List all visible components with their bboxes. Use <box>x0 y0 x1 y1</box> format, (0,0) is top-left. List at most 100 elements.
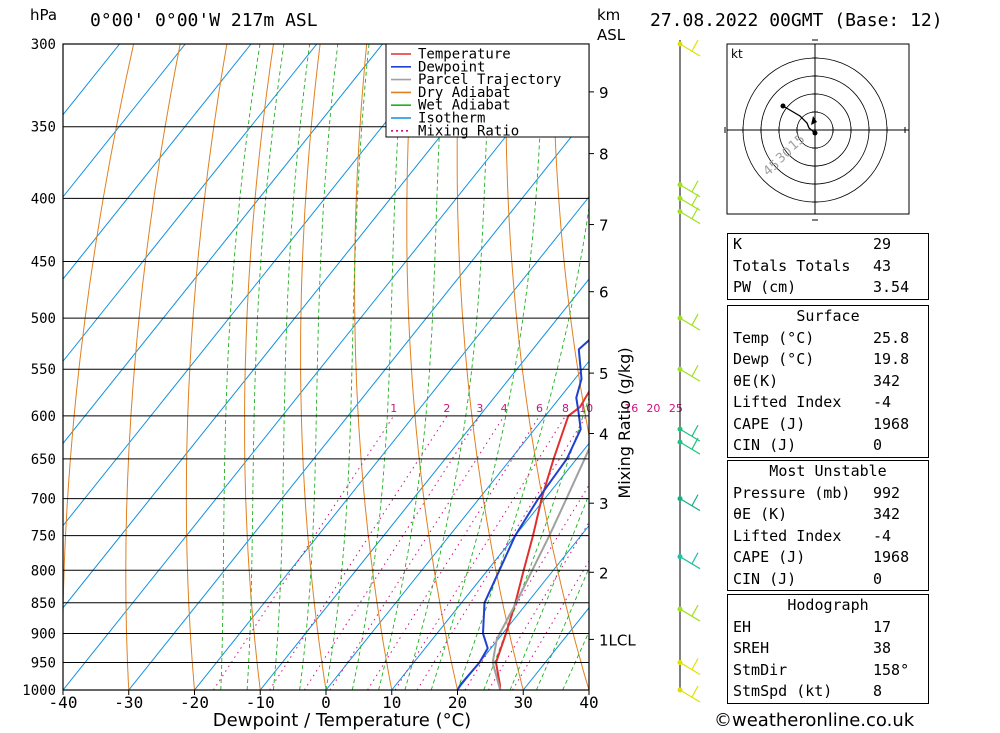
copyright-link[interactable]: ©weatheronline.co.uk <box>714 710 915 731</box>
mu-cin-value: 0 <box>873 569 883 588</box>
wind-barb <box>679 317 701 331</box>
height-tick-label: 8 <box>599 146 609 164</box>
pressure-tick-label: 400 <box>31 191 56 207</box>
stmdir-value: 158° <box>873 660 910 679</box>
height-tick-label: 2 <box>599 564 609 582</box>
mixing-ratio-tick-label: 4 <box>501 402 508 415</box>
surface-theta-value: 342 <box>873 371 901 390</box>
surface-cape-label: CAPE (J) <box>733 414 806 433</box>
totals-value: 43 <box>873 256 892 275</box>
wet-adiabat-line <box>272 44 311 690</box>
hodograph-frame <box>726 43 910 215</box>
legend-entry: Dewpoint <box>418 59 485 75</box>
wet-adiabat-line <box>404 44 492 690</box>
surface-table: Surface Temp (°C) 25.8 Dewp (°C) 19.8 θE(K… <box>727 305 929 458</box>
mu-title: Most Unstable <box>769 462 887 480</box>
height-tick-label: 5 <box>599 365 609 383</box>
wind-barb <box>679 211 701 225</box>
height-tick-label: 7 <box>599 217 609 235</box>
pressure-tick-label: 850 <box>31 596 56 612</box>
wind-barb <box>679 441 701 455</box>
legend-entry: Wet Adiabat <box>418 98 511 114</box>
x-tick-label: 40 <box>579 693 598 712</box>
legend-entry: Dry Adiabat <box>418 85 511 101</box>
wet-adiabat-line <box>457 204 589 690</box>
surface-theta-label: θE(K) <box>733 371 779 390</box>
isotherm-line <box>259 278 589 690</box>
mixing-ratio-tick-label: 25 <box>669 402 683 415</box>
mixing-ratio-line <box>269 415 448 690</box>
pressure-tick-label: 450 <box>31 255 56 271</box>
height-tick-label: 3 <box>599 495 609 513</box>
wind-barb <box>691 313 699 326</box>
pressure-tick-label: 700 <box>31 492 56 508</box>
mixing-ratio-axis-label: Mixing Ratio (g/kg) <box>615 347 634 498</box>
pressure-tick-label: 300 <box>31 37 56 53</box>
pressure-unit: hPa <box>30 6 57 24</box>
dry-adiabat-line <box>456 44 524 690</box>
surface-li-value: -4 <box>873 393 892 411</box>
pw-value: 3.54 <box>873 278 910 296</box>
surface-dewp-label: Dewp (°C) <box>733 350 815 368</box>
wind-barb <box>691 194 699 206</box>
wet-adiabat-line <box>430 44 545 690</box>
station-location: 0°00' 0°00'W 217m ASL <box>90 10 318 31</box>
wind-barb <box>691 604 699 617</box>
mu-cin-label: CIN (J) <box>733 569 797 588</box>
height-tick-label: 4 <box>599 426 609 444</box>
isotherm-line <box>63 44 515 609</box>
pressure-tick-label: 500 <box>31 311 56 327</box>
mu-pressure-label: Pressure (mb) <box>733 483 851 502</box>
wind-barb <box>691 658 699 670</box>
isotherm-line <box>128 113 589 690</box>
surface-li-label: Lifted Index <box>733 393 842 411</box>
legend-entry: Parcel Trajectory <box>418 72 561 88</box>
mu-theta-label: θE (K) <box>733 505 788 523</box>
isotherm-line <box>457 524 589 690</box>
pressure-tick-label: 950 <box>31 655 56 671</box>
isotherm-line <box>391 442 589 690</box>
series-parcel-trajectory <box>491 446 589 690</box>
legend-entry: Isotherm <box>418 111 485 127</box>
isotherm-line <box>63 44 581 690</box>
mu-cape-value: 1968 <box>873 548 910 566</box>
mixing-ratio-line <box>329 415 505 690</box>
totals-label: Totals Totals <box>733 256 851 275</box>
dry-adiabat-line <box>63 44 135 690</box>
storm-motion-arrow <box>811 116 817 125</box>
surface-temp-value: 25.8 <box>873 328 910 347</box>
wind-barb <box>679 498 701 512</box>
wind-barb <box>691 437 699 450</box>
mixing-ratio-tick-label: 16 <box>624 402 638 415</box>
wind-barb <box>691 180 699 193</box>
mu-cape-label: CAPE (J) <box>733 548 806 566</box>
stmspd-value: 8 <box>873 682 883 700</box>
wet-adiabat-line <box>220 44 261 690</box>
wind-barb <box>691 39 699 52</box>
x-tick-label: -40 <box>49 693 78 712</box>
isotherm-line <box>63 44 186 198</box>
hodograph-point <box>812 130 818 136</box>
mixing-ratio-tick-label: 8 <box>562 402 569 415</box>
mixing-ratio-line <box>303 415 481 690</box>
pressure-tick-label: 800 <box>31 563 56 579</box>
pressure-tick-label: 600 <box>31 409 56 425</box>
wind-barb <box>679 608 701 622</box>
surface-temp-label: Temp (°C) <box>733 328 815 347</box>
sounding-datetime: 27.08.2022 00GMT (Base: 12) <box>650 10 943 31</box>
wind-barb <box>679 556 701 570</box>
surface-dewp-value: 19.8 <box>873 350 910 368</box>
wind-barb <box>691 424 699 437</box>
wind-barb <box>691 685 699 698</box>
most-unstable-table: Most Unstable Pressure (mb) 992 θE (K) 342… <box>727 460 929 591</box>
dry-adiabat-line <box>244 44 274 690</box>
dry-adiabat-line <box>354 44 393 690</box>
height-tick-label: 6 <box>599 284 609 302</box>
stmdir-label: StmDir <box>733 660 788 679</box>
x-tick-label: 30 <box>514 693 533 712</box>
isotherm-line <box>63 44 252 280</box>
mixing-ratio-line <box>367 415 540 690</box>
